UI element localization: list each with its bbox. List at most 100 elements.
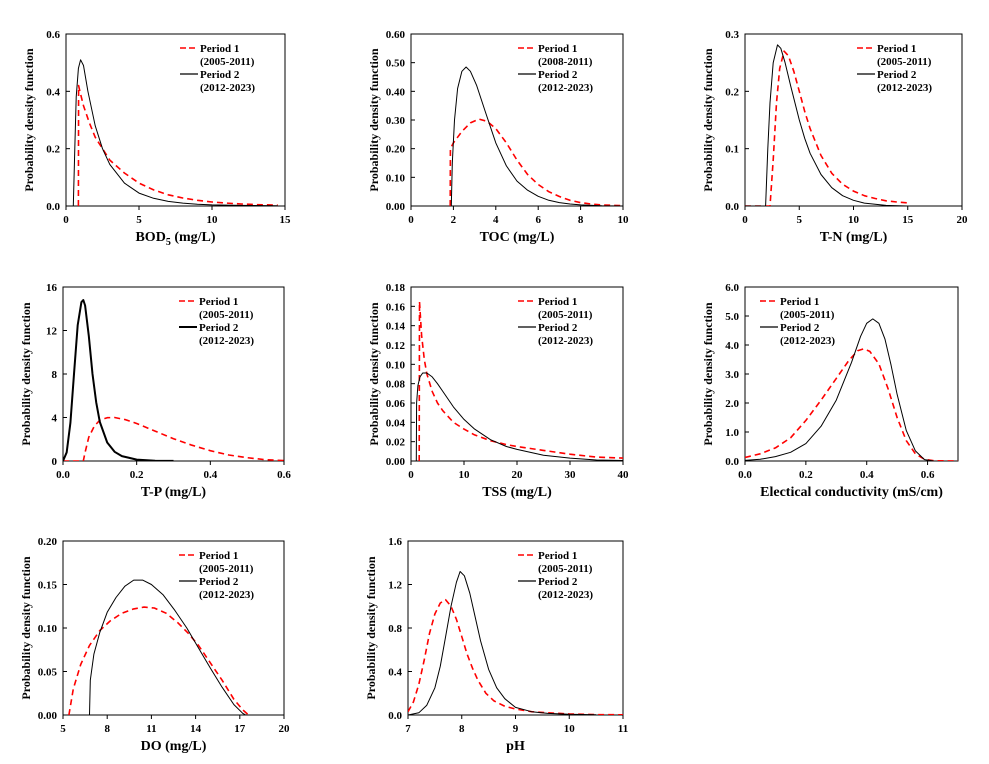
y-tick-label: 0.00 <box>38 710 58 722</box>
x-tick-label: 0.0 <box>738 469 752 481</box>
legend-label-period-2: Period 2 <box>199 322 239 334</box>
x-tick-label: 7 <box>405 723 411 735</box>
y-axis-label: Probability density function <box>701 48 715 191</box>
y-tick-label: 0.15 <box>38 580 58 592</box>
y-tick-label: 1.6 <box>388 536 402 548</box>
x-tick-label: 5 <box>797 214 803 226</box>
series-line-period-2 <box>745 318 934 461</box>
series-line-period-1 <box>63 416 284 461</box>
x-tick-label: 0.2 <box>130 469 144 481</box>
legend-period-range-1: (2005-2011) <box>200 56 255 68</box>
legend-period-range-1: (2005-2011) <box>538 309 593 321</box>
x-tick-label: 0.2 <box>799 469 813 481</box>
x-tick-label: 14 <box>190 723 202 735</box>
series-line-period-1 <box>68 606 250 715</box>
legend-period-range-1: (2008-2011) <box>538 56 593 68</box>
x-tick-label: 11 <box>146 723 156 735</box>
chart-panel-8: 0.0 0.4 0.8 1.2 1.6 7 8 9 10 11 pH Probability dens… <box>364 536 628 754</box>
legend: Period 1(2005-2011)Period 2(2012-2023) <box>180 43 255 94</box>
x-tick-label: 0.6 <box>277 469 291 481</box>
legend-label-period-2: Period 2 <box>200 69 240 81</box>
y-tick-label: 8 <box>52 369 58 381</box>
series-line-period-2 <box>63 299 174 461</box>
x-tick-label: 10 <box>459 469 471 481</box>
x-tick-label: 10 <box>848 214 860 226</box>
series-line-period-1 <box>449 118 623 206</box>
series-line-period-1 <box>418 300 623 461</box>
x-tick-label: 8 <box>104 723 110 735</box>
y-tick-label: 0.30 <box>386 115 406 127</box>
y-tick-label: 0.00 <box>386 201 406 213</box>
x-tick-label: 0.6 <box>921 469 935 481</box>
y-tick-label: 0.10 <box>38 623 58 635</box>
chart-panel-1: 0.0 0.2 0.4 0.6 0 5 10 15 BOD5 (mg/L) Probability… <box>22 29 291 248</box>
y-tick-label: 0.14 <box>386 321 406 333</box>
legend-label-period-1: Period 1 <box>877 43 916 55</box>
x-tick-label: 6 <box>535 214 541 226</box>
y-tick-label: 0.50 <box>386 58 406 70</box>
legend-label-period-1: Period 1 <box>780 296 819 308</box>
y-tick-label: 0.4 <box>46 86 60 98</box>
x-tick-label: 20 <box>957 214 969 226</box>
legend-label-period-2: Period 2 <box>199 576 239 588</box>
x-tick-label: 17 <box>234 723 246 735</box>
x-tick-label: 9 <box>513 723 519 735</box>
y-tick-label: 0.05 <box>38 667 58 679</box>
y-tick-label: 0.3 <box>725 29 739 41</box>
y-tick-label: 0.02 <box>386 437 406 449</box>
legend-period-range-2: (2012-2023) <box>538 589 593 601</box>
x-tick-label: 2 <box>451 214 457 226</box>
y-tick-label: 4.0 <box>725 340 739 352</box>
y-tick-label: 0.10 <box>386 172 406 184</box>
y-tick-label: 6.0 <box>725 282 739 294</box>
y-tick-label: 0.16 <box>386 301 406 313</box>
y-axis-label: Probability density function <box>22 48 36 191</box>
x-tick-label: 10 <box>618 214 630 226</box>
series-line-period-2 <box>89 579 246 715</box>
y-tick-label: 0.2 <box>725 86 739 98</box>
y-tick-label: 0.0 <box>725 456 739 468</box>
x-tick-label: 8 <box>578 214 584 226</box>
legend-period-range-2: (2012-2023) <box>199 589 254 601</box>
y-tick-label: 0.12 <box>386 340 406 352</box>
x-axis-label: TOC (mg/L) <box>480 230 555 245</box>
x-tick-label: 30 <box>565 469 577 481</box>
series-line-period-1 <box>77 84 278 206</box>
x-tick-label: 0.0 <box>56 469 70 481</box>
x-axis-label: T-P (mg/L) <box>141 485 207 500</box>
y-axis-label: Probability density function <box>19 302 33 445</box>
legend: Period 1(2005-2011)Period 2(2012-2023) <box>179 550 254 601</box>
legend: Period 1(2005-2011)Period 2(2012-2023) <box>518 550 593 601</box>
x-tick-label: 20 <box>512 469 524 481</box>
y-tick-label: 0.4 <box>388 667 402 679</box>
y-tick-label: 0.8 <box>388 623 402 635</box>
y-tick-label: 0.18 <box>386 282 406 294</box>
series-line-period-2 <box>745 44 908 206</box>
legend-label-period-1: Period 1 <box>538 43 577 55</box>
legend-period-range-1: (2005-2011) <box>199 563 254 575</box>
legend-period-range-1: (2005-2011) <box>538 563 593 575</box>
y-tick-label: 0.06 <box>386 398 406 410</box>
y-axis-label: Probability density function <box>364 556 378 699</box>
y-tick-label: 4 <box>52 413 58 425</box>
y-tick-label: 1.2 <box>388 580 402 592</box>
y-axis-label: Probability density function <box>701 302 715 445</box>
x-tick-label: 40 <box>618 469 630 481</box>
series-line-period-1 <box>408 598 623 715</box>
y-tick-label: 0 <box>52 456 58 468</box>
x-tick-label: 10 <box>564 723 576 735</box>
chart-panel-5: 0.00 0.02 0.04 0.06 0.08 0.10 0.12 0.14 0.16 0.18… <box>367 282 629 500</box>
legend-label-period-2: Period 2 <box>538 576 578 588</box>
plot-frame <box>65 33 286 207</box>
legend-label-period-1: Period 1 <box>538 296 577 308</box>
legend-period-range-2: (2012-2023) <box>780 335 835 347</box>
y-axis-label: Probability density function <box>367 48 381 191</box>
series-line-period-2 <box>415 372 623 461</box>
legend-label-period-1: Period 1 <box>199 550 238 562</box>
x-tick-label: 11 <box>618 723 628 735</box>
series-line-period-1 <box>745 348 958 461</box>
legend: Period 1(2005-2011)Period 2(2012-2023) <box>179 296 254 347</box>
legend-period-range-2: (2012-2023) <box>199 335 254 347</box>
y-tick-label: 0.08 <box>386 379 406 391</box>
